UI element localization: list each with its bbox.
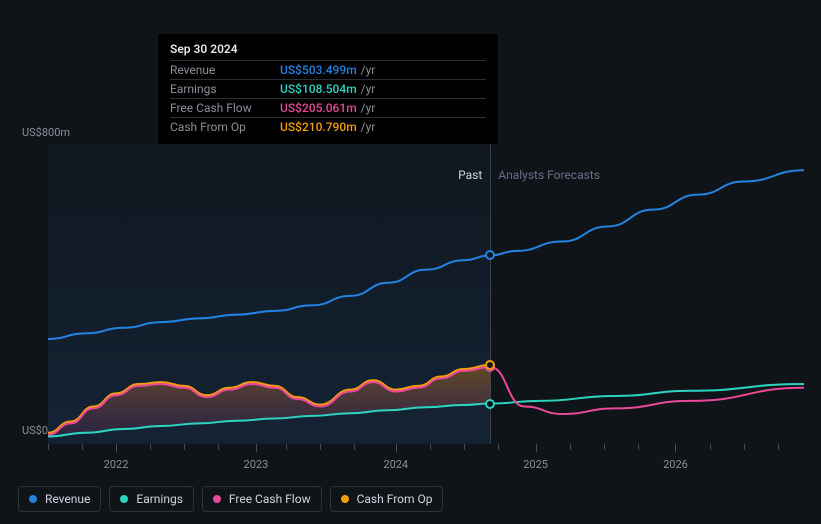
tooltip-metric-label: Revenue	[170, 63, 280, 77]
x-minor-tick	[354, 444, 355, 450]
x-tick-label: 2023	[244, 458, 269, 471]
x-minor-tick	[286, 444, 287, 450]
highlight-point-earnings[interactable]	[485, 399, 495, 409]
tooltip-metric-label: Earnings	[170, 82, 280, 96]
legend-item-cash-from-op[interactable]: Cash From Op	[330, 486, 444, 512]
legend-dot-icon	[29, 495, 37, 503]
x-minor-tick	[320, 444, 321, 450]
tooltip-metric-value: US$210.790m	[280, 120, 357, 134]
highlight-point-cfo[interactable]	[485, 360, 495, 370]
tooltip-metric-value: US$108.504m	[280, 82, 357, 96]
legend-label: Free Cash Flow	[229, 492, 311, 506]
x-minor-tick	[638, 444, 639, 450]
legend-item-free-cash-flow[interactable]: Free Cash Flow	[202, 486, 322, 512]
x-tick-label: 2024	[383, 458, 408, 471]
x-minor-tick	[218, 444, 219, 450]
legend-item-revenue[interactable]: Revenue	[18, 486, 101, 512]
x-axis: 2022 2023 2024 2025 2026	[48, 458, 804, 478]
x-minor-tick	[570, 444, 571, 450]
tooltip-metric-label: Cash From Op	[170, 120, 280, 134]
tooltip-row: Cash From Op US$210.790m /yr	[170, 117, 486, 136]
legend-label: Cash From Op	[357, 492, 433, 506]
y-axis-min-label: US$0	[22, 424, 48, 437]
tooltip-metric-value: US$503.499m	[280, 63, 357, 77]
legend-label: Earnings	[136, 492, 183, 506]
x-minor-tick	[498, 444, 499, 450]
x-minor-tick	[464, 444, 465, 450]
x-tick-label: 2026	[663, 458, 688, 471]
legend-item-earnings[interactable]: Earnings	[109, 486, 194, 512]
highlight-point-revenue[interactable]	[485, 250, 495, 260]
chart-lines	[48, 144, 804, 444]
legend-dot-icon	[213, 495, 221, 503]
tooltip-date: Sep 30 2024	[170, 42, 486, 60]
x-tick-label: 2022	[104, 458, 129, 471]
tooltip-metric-unit: /yr	[361, 101, 376, 115]
x-minor-tick	[710, 444, 711, 450]
tooltip-row: Revenue US$503.499m /yr	[170, 60, 486, 79]
x-tick-label: 2025	[523, 458, 548, 471]
plot-area[interactable]: Past Analysts Forecasts	[48, 144, 804, 444]
tooltip-metric-unit: /yr	[361, 63, 376, 77]
financial-chart: Sep 30 2024 Revenue US$503.499m /yrEarni…	[18, 18, 804, 508]
x-minor-tick	[744, 444, 745, 450]
tooltip-metric-value: US$205.061m	[280, 101, 357, 115]
tooltip-metric-unit: /yr	[361, 82, 376, 96]
tooltip-metric-unit: /yr	[361, 120, 376, 134]
series-line-revenue	[48, 170, 804, 339]
x-minor-tick	[82, 444, 83, 450]
tooltip-row: Free Cash Flow US$205.061m /yr	[170, 98, 486, 117]
x-minor-tick	[184, 444, 185, 450]
legend-label: Revenue	[45, 492, 90, 506]
x-minor-tick	[430, 444, 431, 450]
legend-dot-icon	[120, 495, 128, 503]
x-minor-tick	[778, 444, 779, 450]
legend-dot-icon	[341, 495, 349, 503]
x-minor-tick	[150, 444, 151, 450]
forecast-label: Analysts Forecasts	[498, 168, 600, 182]
tooltip-metric-label: Free Cash Flow	[170, 101, 280, 115]
chart-legend: Revenue Earnings Free Cash Flow Cash From O…	[18, 486, 443, 512]
x-minor-tick	[604, 444, 605, 450]
past-label: Past	[48, 168, 490, 182]
tooltip-row: Earnings US$108.504m /yr	[170, 79, 486, 98]
y-axis-max-label: US$800m	[22, 126, 70, 139]
x-minor-tick	[48, 444, 49, 450]
chart-tooltip: Sep 30 2024 Revenue US$503.499m /yrEarni…	[158, 34, 498, 144]
